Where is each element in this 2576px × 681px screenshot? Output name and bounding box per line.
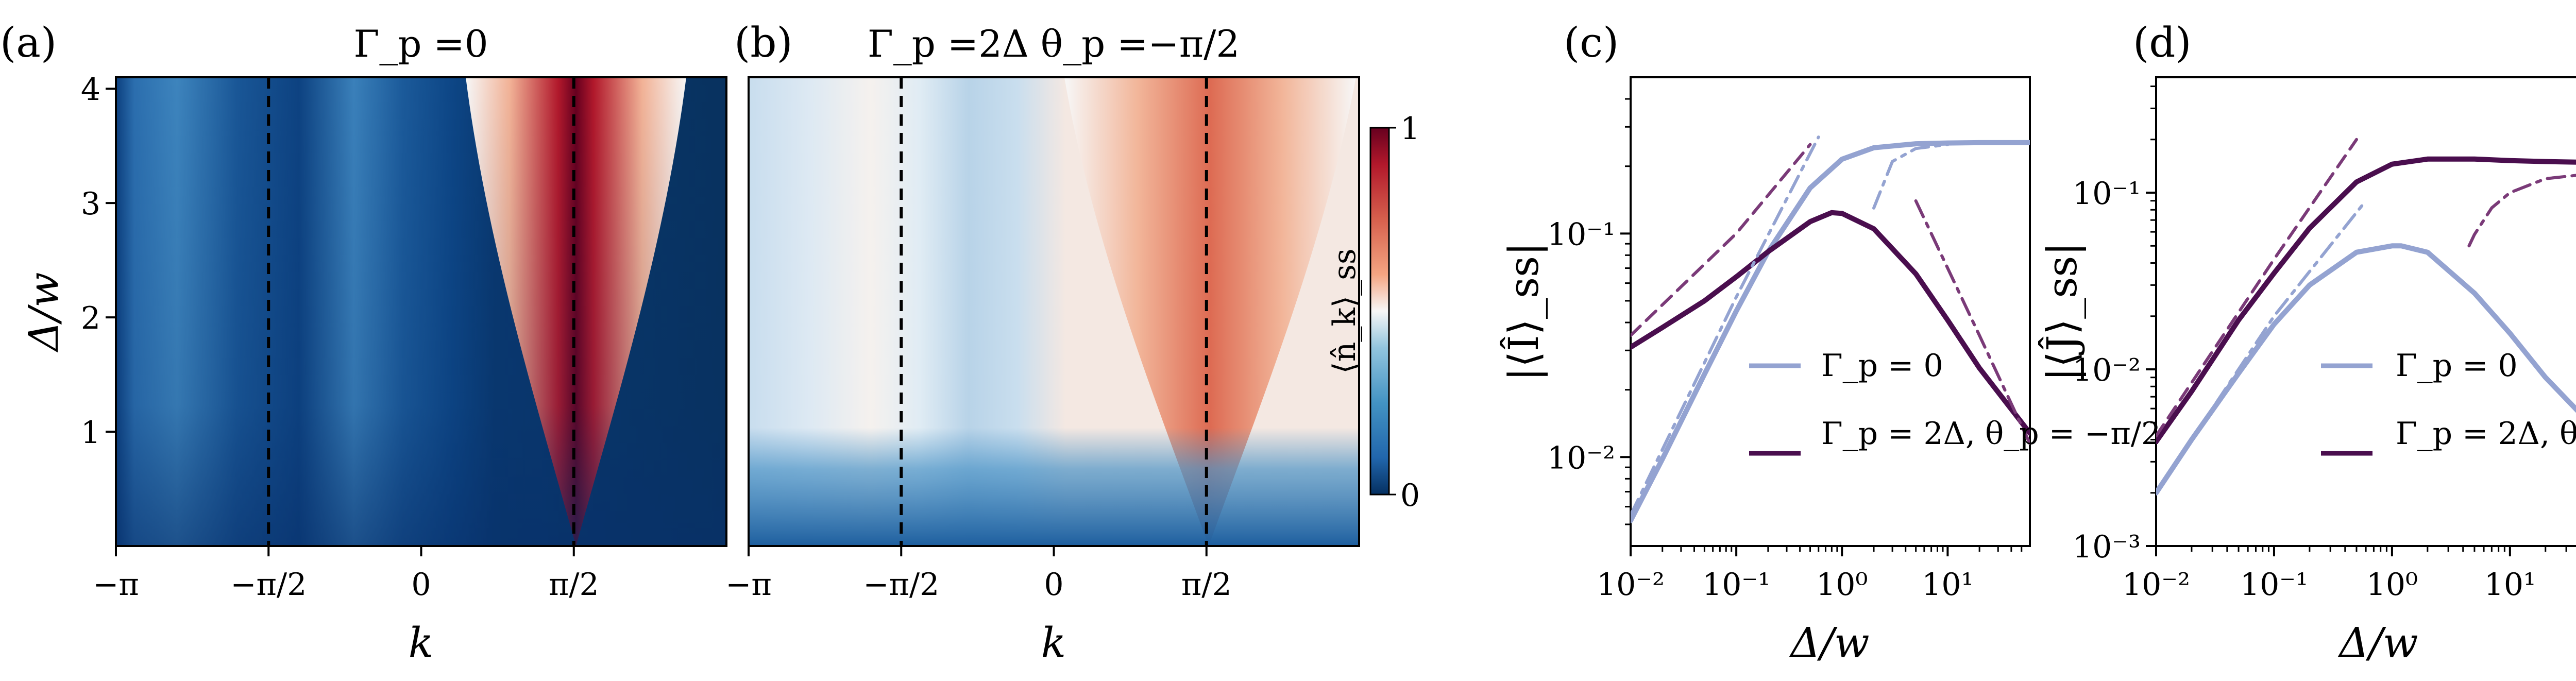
x-tick-label: 10⁻² — [1597, 567, 1665, 603]
y-tick-label: 10⁻¹ — [1547, 216, 1615, 252]
y-tick-label: 10⁻² — [2073, 352, 2141, 388]
lines-d — [2156, 138, 2576, 496]
asymptote-line-4 — [1631, 143, 1812, 337]
colorbar — [1369, 127, 1390, 496]
series-line-1 — [2156, 156, 2576, 445]
x-tick-label: π/2 — [1181, 567, 1232, 603]
series-line-0 — [2156, 243, 2576, 496]
heatmap-b — [749, 77, 1359, 546]
ylabel-c: |⟨Î⟩_ss| — [1499, 242, 1548, 381]
xlabel-a: k — [409, 619, 433, 667]
x-tick-label: 10⁰ — [1816, 567, 1868, 603]
asymptote-line-2 — [1631, 135, 1820, 517]
x-tick-label: −π — [725, 567, 772, 603]
colorbar-label: ⟨n̂_k⟩_ss — [1327, 248, 1363, 373]
asymptote-line-5 — [1914, 199, 2030, 445]
x-tick-label: 10¹ — [2484, 567, 2536, 603]
asymptote-line-2 — [2156, 199, 2368, 495]
panel-b: −π −π/2 0 π/2 (b) Γ_p =2Δ θ_p =−π/2 k 1 0 ⟨… — [725, 19, 1420, 667]
panel-label-d: (d) — [2133, 19, 2192, 66]
x-tick-label: −π/2 — [230, 567, 307, 603]
panel-label-a: (a) — [0, 19, 57, 66]
y-tick-label: 4 — [81, 72, 100, 108]
x-tick-label: 10⁰ — [2366, 567, 2418, 603]
asymptote-line-3 — [1872, 143, 1950, 210]
xlabel-d: Δ/w — [2337, 619, 2418, 667]
colorbar-tick-1: 1 — [1400, 111, 1420, 147]
xlabel-c: Δ/w — [1789, 619, 1869, 667]
x-tick-label: −π — [93, 567, 139, 603]
x-tick-label: 10⁻¹ — [1702, 567, 1770, 603]
colorbar-tick-0: 0 — [1400, 478, 1420, 514]
title-a: Γ_p =0 — [353, 22, 488, 65]
title-b: Γ_p =2Δ θ_p =−π/2 — [868, 22, 1240, 65]
y-tick-label: 10⁻¹ — [2073, 176, 2141, 212]
panel-a: −π −π/2 0 π/2 1 2 3 4 (a) Γ_p =0 k Δ/w — [0, 19, 727, 667]
y-tick-label: 1 — [81, 415, 100, 451]
axes-c: 10⁻² 10⁻¹ 10⁰ 10¹ 10⁻² 10⁻¹ — [1547, 76, 2031, 603]
lines-c — [1631, 135, 2030, 523]
y-tick-label: 10⁻³ — [2073, 529, 2141, 565]
y-tick-label: 10⁻² — [1547, 440, 1615, 476]
asymptote-line-4 — [2467, 174, 2576, 248]
ylabel-a: Δ/w — [20, 272, 67, 352]
axes-frame — [1630, 76, 2031, 547]
heatmap-a — [116, 77, 726, 546]
axes-a: −π −π/2 0 π/2 1 2 3 4 — [81, 72, 727, 603]
x-tick-label: −π/2 — [863, 567, 939, 603]
axes-b: −π −π/2 0 π/2 — [725, 76, 1360, 603]
y-tick-label: 3 — [81, 186, 100, 222]
panel-label-c: (c) — [1564, 19, 1619, 66]
legend-c-label-1: Γ_p = 2Δ, θ_p = −π/2 — [1821, 416, 2161, 452]
y-tick-label: 2 — [81, 300, 100, 336]
x-tick-label: 10⁻² — [2122, 567, 2190, 603]
panel-label-b: (b) — [734, 19, 793, 66]
x-tick-label: 0 — [1044, 567, 1063, 603]
series-line-1 — [1631, 210, 2030, 436]
series-line-0 — [1631, 140, 2030, 523]
x-tick-label: π/2 — [549, 567, 599, 603]
legend-d: Γ_p = 0 Γ_p = 2Δ, θ_p = −π/2 — [2321, 348, 2576, 456]
x-tick-label: 10⁻¹ — [2240, 567, 2308, 603]
legend-d-label-0: Γ_p = 0 — [2396, 348, 2518, 384]
x-tick-label: 10¹ — [1922, 567, 1973, 603]
heatmap-b-red-lobe — [1064, 77, 1356, 546]
legend-d-label-1: Γ_p = 2Δ, θ_p = −π/2 — [2396, 416, 2576, 452]
x-tick-label: 0 — [411, 567, 431, 603]
legend-c: Γ_p = 0 Γ_p = 2Δ, θ_p = −π/2 — [1749, 348, 2161, 456]
xlabel-b: k — [1041, 619, 1066, 667]
asymptote-line-3 — [2156, 138, 2358, 438]
ylabel-d: |⟨Ĵ⟩_ss| — [2038, 242, 2086, 382]
axes-frame — [2155, 76, 2576, 547]
legend-c-label-0: Γ_p = 0 — [1821, 348, 1943, 384]
